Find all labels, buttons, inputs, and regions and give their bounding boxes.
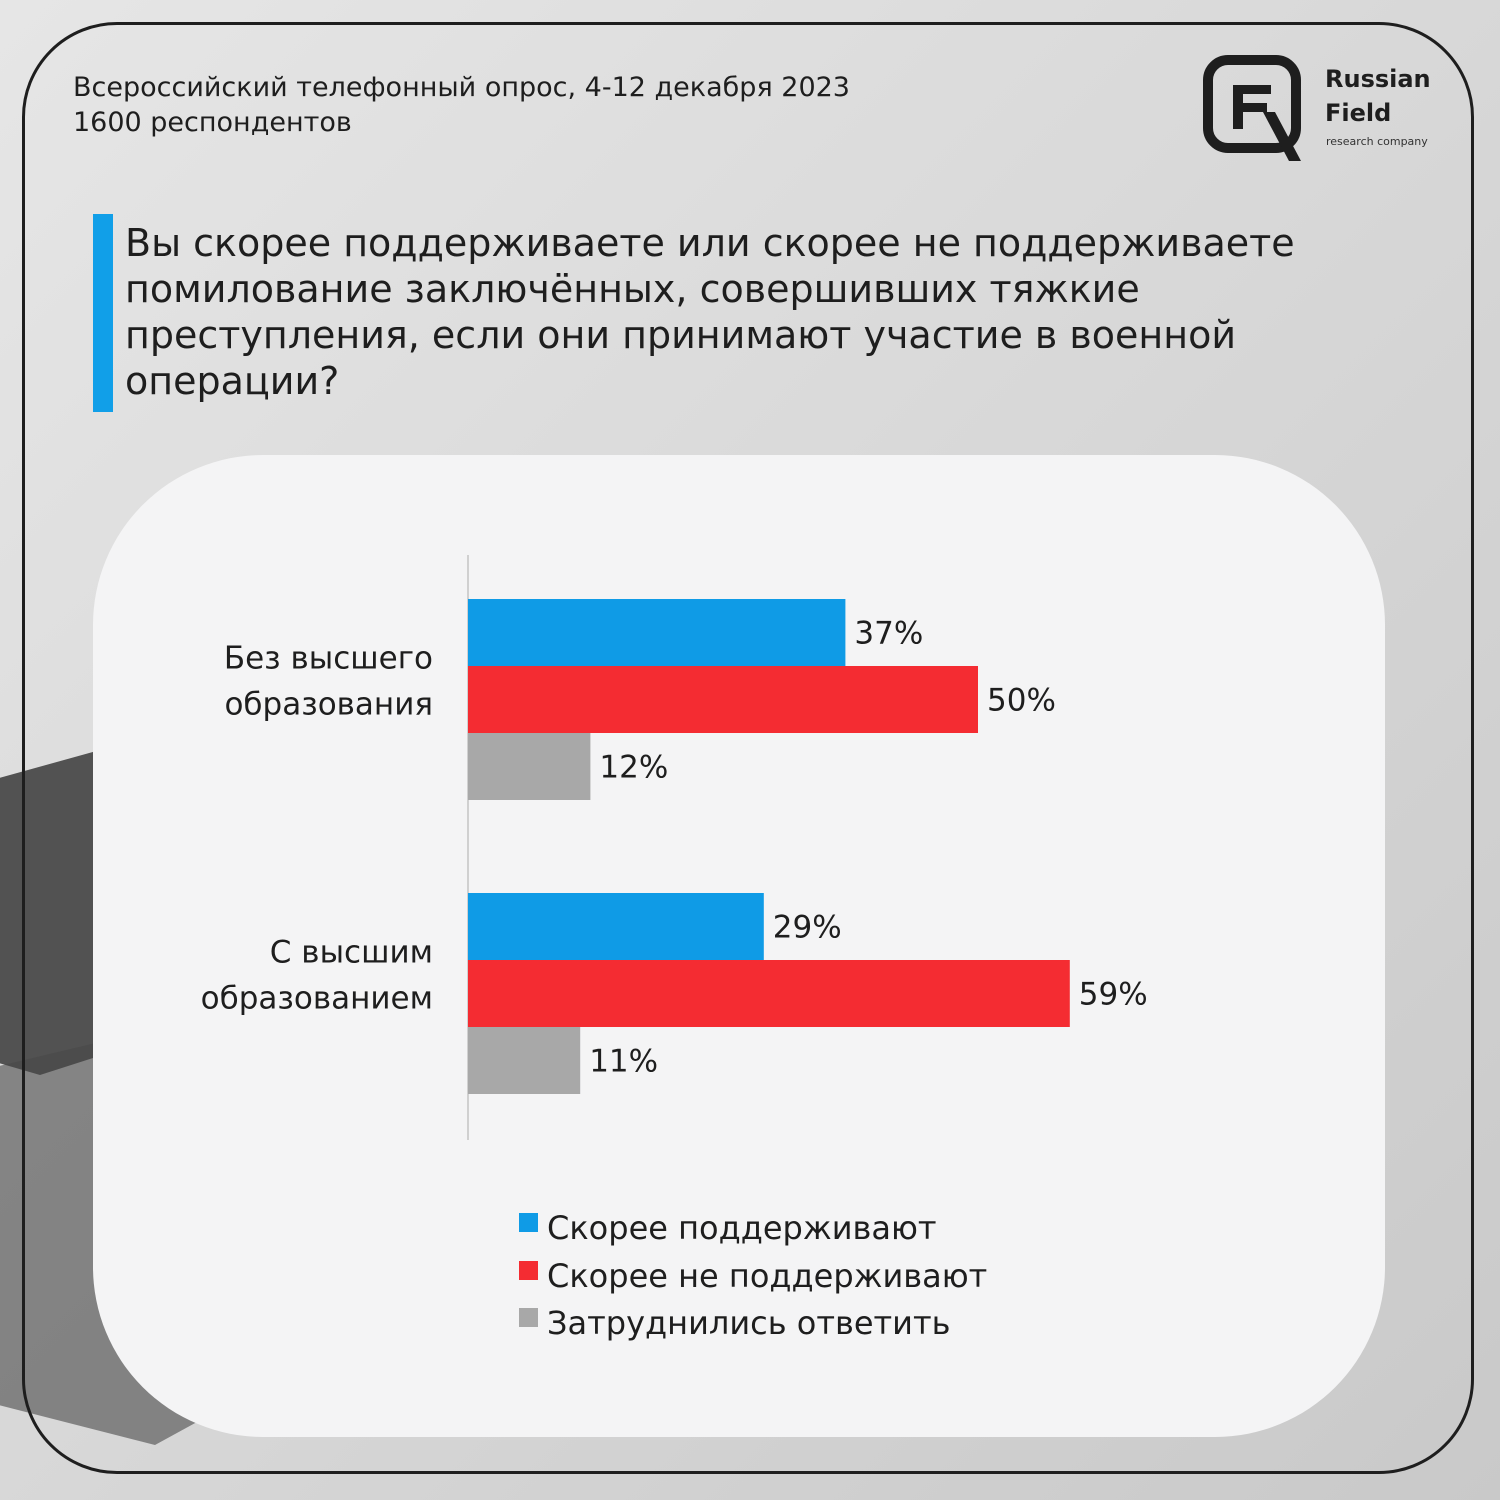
category-label: С высшим bbox=[270, 935, 433, 971]
russian-field-logo: Russian Field research company bbox=[1203, 55, 1443, 167]
value-label: 50% bbox=[987, 683, 1056, 719]
value-label: 29% bbox=[773, 910, 842, 946]
bar bbox=[468, 733, 591, 800]
respondents-count: 1600 респондентов bbox=[73, 107, 352, 138]
bar bbox=[468, 599, 846, 666]
bar bbox=[468, 1027, 581, 1094]
survey-info: Всероссийский телефонный опрос, 4-12 дек… bbox=[73, 70, 850, 140]
logo-word-russian: Russian bbox=[1325, 65, 1431, 93]
survey-info-line: Всероссийский телефонный опрос, 4-12 дек… bbox=[73, 72, 850, 103]
rf-logo-icon bbox=[1203, 55, 1301, 161]
legend-label: Скорее не поддерживают bbox=[547, 1257, 987, 1295]
value-label: 37% bbox=[854, 616, 923, 652]
legend-label: Затруднились ответить bbox=[547, 1304, 950, 1342]
bar bbox=[468, 960, 1070, 1027]
legend-swatch bbox=[519, 1213, 538, 1232]
bar bbox=[468, 666, 978, 733]
legend-swatch bbox=[519, 1308, 538, 1327]
outer-frame bbox=[22, 22, 1474, 1474]
bar bbox=[468, 893, 764, 960]
logo-word-field: Field bbox=[1325, 99, 1392, 127]
legend-swatch bbox=[519, 1261, 538, 1280]
legend-label: Скорее поддерживают bbox=[547, 1209, 937, 1247]
category-label: Без высшего bbox=[224, 641, 433, 677]
category-label: образования bbox=[224, 687, 433, 723]
logo-tagline: research company bbox=[1326, 135, 1428, 148]
value-label: 59% bbox=[1079, 977, 1148, 1013]
value-label: 11% bbox=[589, 1044, 658, 1080]
question-text: Вы скорее поддерживаете или скорее не по… bbox=[125, 221, 1295, 403]
question-accent-bar bbox=[93, 214, 113, 412]
category-label: образованием bbox=[201, 981, 433, 1017]
value-label: 12% bbox=[599, 750, 668, 786]
